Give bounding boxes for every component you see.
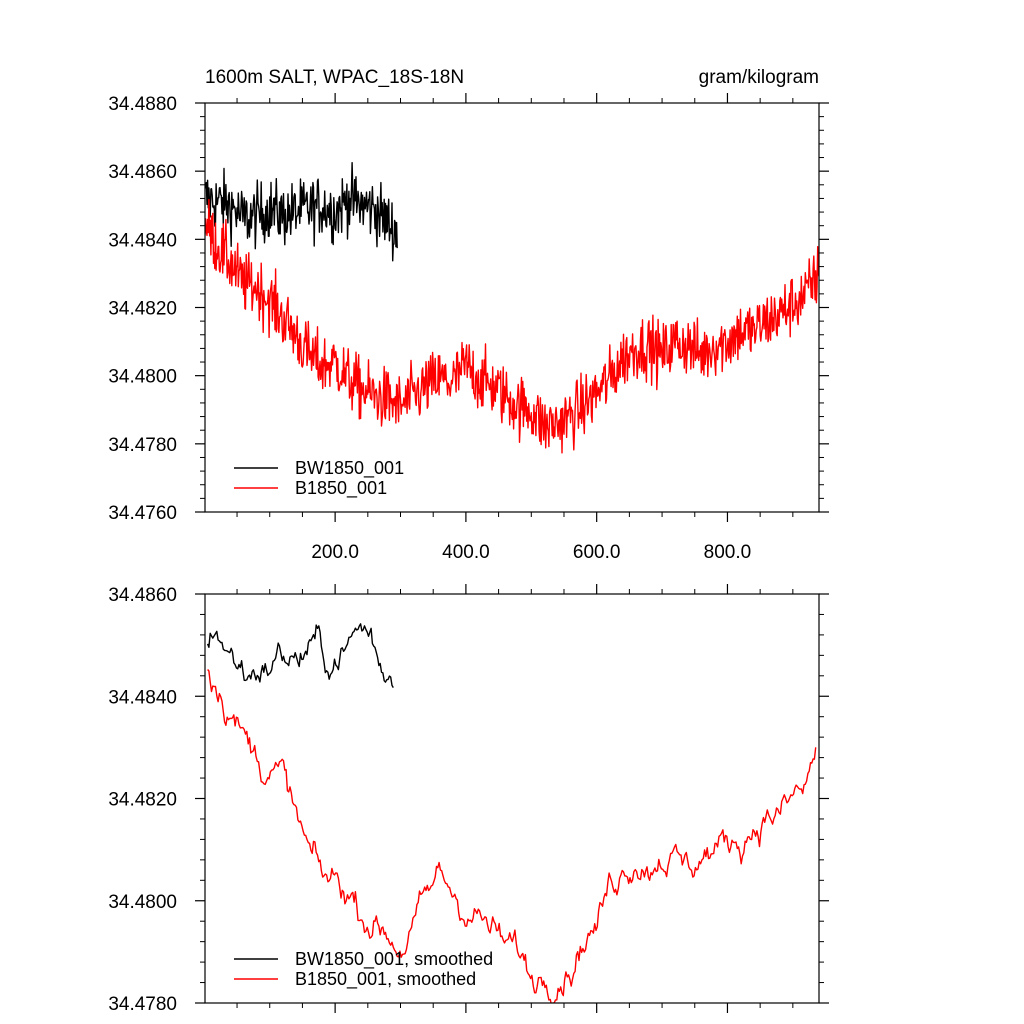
y-tick-label: 34.4840 [108, 687, 177, 708]
chart-title: 1600m SALT, WPAC_18S-18N [205, 67, 464, 88]
y-tick-label: 34.4880 [108, 94, 177, 115]
top-panel: 1600m SALT, WPAC_18S-18N gram/kilogram 200… [108, 67, 829, 563]
x-tick-label: 200.0 [311, 542, 359, 563]
y-tick-label: 34.4800 [108, 367, 177, 388]
series-line-red [205, 198, 819, 454]
y-tick-label: 34.4860 [108, 162, 177, 183]
y-tick-label: 34.4780 [108, 435, 177, 456]
series-line-black [206, 623, 394, 688]
legend-label: B1850_001, smoothed [295, 969, 476, 990]
bottom-panel: 34.4780 34.4800 34.4820 34.4840 34.4860 BW185… [108, 584, 829, 1015]
y-tick-label: 34.4860 [108, 585, 177, 606]
legend-label: B1850_001 [295, 478, 387, 499]
units-label: gram/kilogram [699, 67, 819, 88]
y-tick-label: 34.4760 [108, 503, 177, 524]
x-tick-label: 600.0 [573, 542, 621, 563]
y-tick-label: 34.4820 [108, 790, 177, 811]
legend-label: BW1850_001 [295, 458, 404, 479]
y-tick-label: 34.4820 [108, 299, 177, 320]
legend-label: BW1850_001, smoothed [295, 949, 493, 970]
series-line-black [205, 161, 398, 262]
x-tick-label: 400.0 [442, 542, 490, 563]
y-tick-label: 34.4840 [108, 230, 177, 251]
x-tick-label: 800.0 [704, 542, 752, 563]
y-tick-label: 34.4800 [108, 892, 177, 913]
series-line-red [207, 669, 817, 1003]
y-tick-label: 34.4780 [108, 994, 177, 1015]
